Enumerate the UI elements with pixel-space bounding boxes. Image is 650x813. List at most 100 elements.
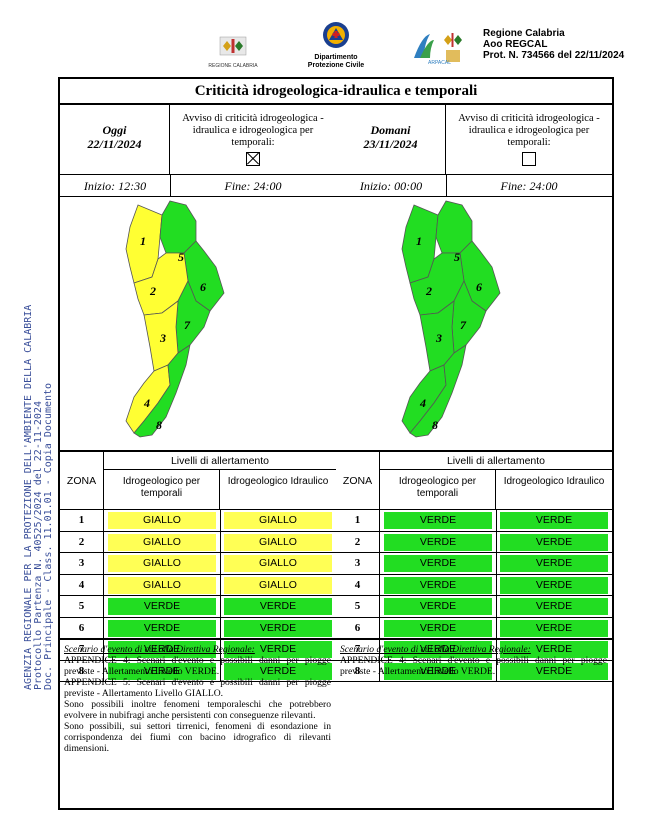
zone-number: 2 (336, 531, 380, 553)
avviso-checkbox (246, 152, 260, 166)
table-row: 2 VERDE VERDE (336, 531, 612, 553)
avviso-text: Avviso di criticità idrogeologica - idra… (458, 113, 600, 148)
calabria-map-svg: 1 5 2 6 7 3 4 8 (401, 200, 501, 438)
map-label-2: 2 (149, 284, 156, 298)
level-temporali: VERDE (384, 512, 492, 529)
arpacal-caption: ARPACAL (428, 60, 451, 66)
bulletin: Criticità idrogeologica-idraulica e temp… (58, 77, 614, 810)
level-idraulico: VERDE (224, 619, 332, 637)
zone-number: 8 (336, 660, 380, 682)
avviso-text: Avviso di criticità idrogeologica - idra… (182, 113, 324, 148)
level-temporali: VERDE (384, 662, 492, 680)
map-label-1: 1 (140, 234, 146, 248)
level-temporali: GIALLO (108, 512, 216, 529)
level-idraulico: VERDE (500, 598, 608, 615)
avviso-checkbox (522, 152, 536, 166)
header: REGIONE CALABRIA Dipartimento Protezione… (58, 18, 638, 73)
day-date-box: Oggi 22/11/2024 (60, 103, 170, 175)
table-row: 6 VERDE VERDE (336, 617, 612, 639)
map-label-7: 7 (460, 318, 467, 332)
table-header-temporali: Idrogeologico per temporali (380, 470, 496, 510)
table-row: 6 VERDE VERDE (60, 617, 336, 639)
table-row: 1 VERDE VERDE (336, 510, 612, 532)
col-divider (220, 660, 221, 682)
level-idraulico: GIALLO (224, 533, 332, 551)
zone-number: 5 (60, 596, 104, 618)
scenario-box: Scenario d'evento di cui alla Direttiva … (336, 638, 612, 810)
regione-logo-caption: REGIONE CALABRIA (208, 63, 258, 69)
header-text-prot: Prot. N. 734566 del 22/11/2024 (483, 50, 625, 61)
map-zone-8 (133, 344, 191, 438)
level-temporali: VERDE (108, 598, 216, 615)
map-label-8: 8 (156, 418, 162, 432)
map-label-3: 3 (159, 331, 166, 345)
level-temporali: GIALLO (108, 555, 216, 572)
regione-crest-icon (219, 36, 247, 56)
scenario-heading: Scenario d'evento di cui alla Direttiva … (64, 644, 255, 655)
zone-number: 3 (60, 553, 104, 575)
pc-caption-1: Dipartimento (314, 54, 358, 61)
map-label-2: 2 (425, 284, 432, 298)
col-divider (496, 596, 497, 618)
col-divider (220, 553, 221, 575)
level-temporali: VERDE (384, 533, 492, 551)
table-row: 7 VERDE VERDE (336, 639, 612, 661)
table-header-temporali: Idrogeologico per temporali (104, 470, 220, 510)
map-zone-8 (409, 344, 467, 438)
level-idraulico: GIALLO (224, 512, 332, 529)
zone-number: 5 (336, 596, 380, 618)
map-zone-5 (435, 200, 473, 254)
zone-number: 6 (60, 617, 104, 639)
level-temporali: VERDE (384, 619, 492, 637)
col-divider (496, 617, 497, 639)
pc-caption-2: Protezione Civile (307, 62, 365, 69)
zone-number: 1 (60, 510, 104, 532)
level-temporali: GIALLO (108, 533, 216, 551)
level-temporali: VERDE (384, 555, 492, 572)
col-divider (496, 574, 497, 596)
table-header-zona: ZONA (60, 452, 104, 510)
table-header-zona: ZONA (336, 452, 380, 510)
col-divider (220, 596, 221, 618)
inizio-time: Inizio: 00:00 (336, 175, 447, 196)
level-temporali: GIALLO (108, 576, 216, 594)
fine-time: Fine: 24:00 (224, 179, 282, 193)
protezione-civile-icon (323, 22, 349, 48)
level-idraulico: VERDE (500, 576, 608, 594)
zone-number: 7 (336, 639, 380, 661)
level-temporali: VERDE (108, 619, 216, 637)
calabria-map-svg: 1 5 2 6 7 3 4 8 (125, 200, 225, 438)
scenario-heading: Scenario d'evento di cui alla Direttiva … (340, 644, 531, 655)
map-label-3: 3 (435, 331, 442, 345)
map-label-6: 6 (476, 280, 482, 294)
day-date: 22/11/2024 (87, 137, 142, 151)
header-text-aoo: Aoo REGCAL (483, 39, 548, 50)
scenario-box: Scenario d'evento di cui alla Direttiva … (60, 638, 336, 810)
map-label-7: 7 (184, 318, 191, 332)
avviso-box: Avviso di criticità idrogeologica - idra… (170, 103, 336, 175)
calabria-map: 1 5 2 6 7 3 4 8 (336, 197, 612, 452)
day-label: Domani (370, 123, 411, 137)
level-idraulico: VERDE (500, 641, 608, 658)
time-row: Inizio: 12:30 Fine: 24:00 (60, 175, 336, 197)
table-header-livelli: Livelli di allertamento (380, 452, 612, 470)
table-row: 1 GIALLO GIALLO (60, 510, 336, 532)
table-row: 8 VERDE VERDE (336, 660, 612, 682)
table-header-idraulico: Idrogeologico Idraulico (496, 470, 612, 510)
table-row: 7 VERDE VERDE (60, 639, 336, 661)
zone-number: 7 (60, 639, 104, 661)
table-row: 3 GIALLO GIALLO (60, 553, 336, 575)
fine-time: Fine: 24:00 (500, 179, 558, 193)
table-row: 4 GIALLO GIALLO (60, 574, 336, 596)
table-header-idraulico: Idrogeologico Idraulico (220, 470, 336, 510)
protocol-stamp: AGENZIA REGIONALE PER LA PROTEZIONE DELL… (0, 270, 54, 690)
zone-number: 6 (336, 617, 380, 639)
arpacal-icon (414, 33, 462, 62)
level-temporali: VERDE (384, 641, 492, 658)
level-idraulico: VERDE (224, 662, 332, 680)
col-divider (220, 574, 221, 596)
day-label: Oggi (102, 123, 127, 137)
avviso-box: Avviso di criticità idrogeologica - idra… (446, 103, 612, 175)
level-idraulico: GIALLO (224, 576, 332, 594)
bulletin-title: Criticità idrogeologica-idraulica e temp… (60, 79, 612, 105)
